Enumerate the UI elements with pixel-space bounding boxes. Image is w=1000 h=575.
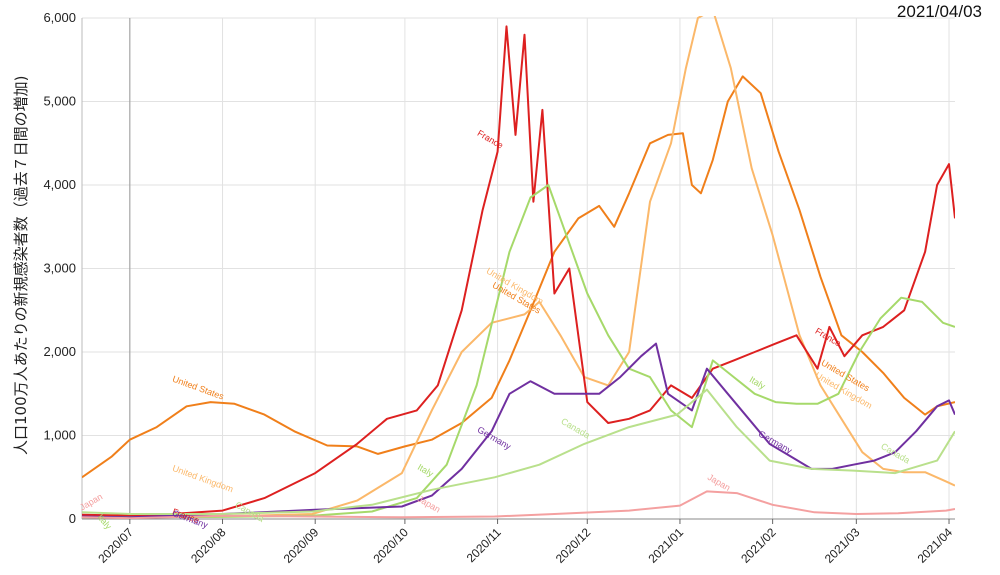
y-tick-label: 5,000 — [43, 94, 76, 109]
series-line-france — [82, 25, 955, 517]
series-annotation: Germany — [476, 424, 513, 451]
y-tick-label: 0 — [69, 511, 76, 526]
y-tick-label: 6,000 — [43, 10, 76, 25]
date-stamp: 2021/04/03 — [896, 2, 982, 21]
x-tick-label: 2020/08 — [188, 525, 229, 566]
x-tick-label: 2020/10 — [370, 525, 411, 566]
series-annotation: Italy — [416, 462, 436, 479]
x-tick-label: 2021/02 — [738, 525, 779, 566]
series-line-germany — [82, 342, 955, 519]
series-line-canada — [82, 388, 955, 515]
series-lines — [82, 16, 955, 519]
y-tick-label: 2,000 — [43, 344, 76, 359]
y-tick-label: 1,000 — [43, 428, 76, 443]
x-tick-label: 2021/01 — [645, 525, 686, 566]
series-labels: United States United Kingdom France Italy Ge… — [78, 128, 912, 532]
series-line-united-states — [82, 75, 955, 479]
series-annotation: Canada — [879, 441, 911, 465]
y-tick-label: 3,000 — [43, 261, 76, 276]
series-label: United Kingdom — [171, 463, 235, 494]
series-line-united-kingdom — [82, 16, 955, 518]
series-line-japan — [82, 490, 955, 519]
y-axis-ticks: 0 1,000 2,000 3,000 4,000 5,000 6,000 — [43, 10, 76, 526]
series-annotation: France — [476, 128, 505, 151]
x-tick-label: 2020/11 — [464, 525, 504, 565]
grid — [81, 17, 955, 520]
series-label: United States — [171, 374, 226, 402]
x-tick-label: 2020/12 — [553, 525, 594, 566]
series-annotation: Japan — [706, 472, 732, 493]
y-tick-label: 4,000 — [43, 177, 76, 192]
x-tick-label: 2020/07 — [95, 525, 136, 566]
x-tick-label: 2020/09 — [281, 525, 322, 566]
x-tick-label: 2021/04 — [915, 525, 956, 566]
series-line-italy — [82, 184, 955, 519]
x-axis-ticks: 2020/07 2020/08 2020/09 2020/10 2020/11 2020/… — [95, 519, 955, 566]
series-annotation: Italy — [748, 374, 768, 391]
x-tick-label: 2021/03 — [822, 525, 863, 566]
